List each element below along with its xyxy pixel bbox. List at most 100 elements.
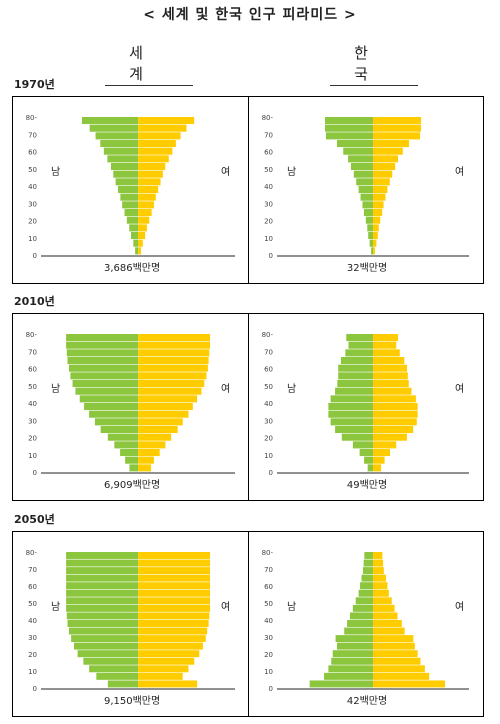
female-label: 여: [455, 383, 464, 395]
female-bar: [373, 239, 377, 247]
male-bar: [371, 247, 374, 255]
age-tick-label: 70: [264, 131, 273, 139]
male-bar: [349, 612, 374, 620]
female-bar: [138, 597, 211, 605]
age-tick-label: 0: [33, 685, 37, 693]
male-bar: [353, 170, 374, 178]
female-bar: [138, 247, 142, 255]
age-tick-label: 70: [28, 131, 37, 139]
female-bar: [373, 410, 418, 418]
age-tick-label: 70: [264, 348, 273, 356]
male-bar: [89, 410, 139, 418]
age-tick-label: 30: [28, 417, 37, 425]
male-bar: [89, 124, 139, 132]
male-bar: [335, 635, 374, 643]
male-bar: [107, 433, 139, 441]
age-tick-label: 40: [28, 400, 37, 408]
female-bar: [373, 387, 412, 395]
male-bar: [66, 604, 139, 612]
male-bar: [129, 224, 139, 232]
male-bar: [368, 232, 374, 240]
female-bar: [138, 372, 207, 380]
female-bar: [373, 426, 414, 434]
male-bar: [361, 574, 374, 582]
female-bar: [138, 224, 147, 232]
male-bar: [340, 357, 374, 365]
female-label: 여: [221, 166, 230, 178]
male-bar: [364, 456, 374, 464]
pyramid-svg: 0 10 20 30 40 50 60 70 80- 남 여 6,909백만명: [26, 331, 235, 491]
male-bar: [66, 567, 139, 575]
age-tick-label: 50: [264, 166, 273, 174]
age-tick-label: 60: [264, 583, 273, 591]
male-bar: [110, 163, 139, 171]
female-bar: [138, 163, 166, 171]
female-bar: [373, 449, 390, 457]
male-bar: [360, 582, 374, 590]
male-bar: [114, 441, 139, 449]
age-tick-label: 80-: [26, 331, 38, 339]
female-bar: [373, 341, 397, 349]
female-bar: [138, 178, 161, 186]
female-bar: [138, 232, 146, 240]
age-tick-label: 70: [28, 348, 37, 356]
female-bar: [138, 559, 211, 567]
female-bar: [138, 567, 211, 575]
male-bar: [352, 604, 374, 612]
female-bar: [138, 635, 206, 643]
male-bar: [362, 201, 374, 209]
male-bar: [79, 395, 139, 403]
male-bar: [328, 403, 374, 411]
age-tick-label: 70: [264, 566, 273, 574]
pyramid-world-1970: 0 10 20 30 40 50 60 70 80- 남 여 3,686백만명: [12, 96, 250, 284]
female-bar: [138, 441, 166, 449]
female-bar: [373, 464, 382, 472]
male-bar: [68, 627, 139, 635]
age-tick-label: 30: [264, 417, 273, 425]
male-bar: [67, 620, 139, 627]
female-bar: [138, 387, 202, 395]
female-bar: [138, 170, 163, 178]
male-bar: [365, 216, 374, 224]
age-tick-label: 20: [264, 435, 273, 443]
age-tick-label: 80-: [262, 114, 274, 122]
year-label-2010: 2010년: [14, 295, 55, 308]
male-bar: [331, 657, 374, 665]
male-bar: [125, 456, 139, 464]
female-bar: [373, 193, 386, 201]
age-tick-label: 80-: [26, 114, 38, 122]
female-bar: [138, 124, 187, 132]
male-bar: [126, 216, 139, 224]
male-bar: [129, 464, 139, 472]
age-tick-label: 0: [33, 252, 37, 260]
male-bar: [68, 364, 139, 372]
age-tick-label: 60: [28, 583, 37, 591]
male-bar: [355, 597, 374, 605]
female-bar: [373, 559, 384, 567]
male-bar: [367, 464, 374, 472]
male-label: 남: [51, 383, 60, 395]
female-label: 여: [221, 383, 230, 395]
female-bar: [138, 132, 181, 140]
male-bar: [122, 201, 139, 209]
male-bar: [96, 672, 139, 680]
female-label: 여: [455, 601, 464, 613]
male-bar: [72, 380, 139, 388]
male-bar: [66, 349, 139, 357]
age-tick-label: 40: [264, 400, 273, 408]
female-bar: [138, 672, 183, 680]
female-bar: [373, 552, 383, 559]
pyramid-svg: 0 10 20 30 40 50 60 70 80- 남 여 49백만명: [262, 331, 469, 491]
female-bar: [373, 357, 405, 365]
male-bar: [74, 642, 139, 650]
age-tick-label: 30: [28, 634, 37, 642]
age-tick-label: 50: [264, 600, 273, 608]
male-bar: [100, 426, 139, 434]
female-bar: [373, 178, 390, 186]
male-bar: [358, 589, 374, 597]
male-bar: [335, 387, 374, 395]
female-label: 여: [221, 601, 230, 613]
male-bar: [332, 650, 374, 658]
male-bar: [343, 147, 374, 155]
age-tick-label: 50: [264, 383, 273, 391]
